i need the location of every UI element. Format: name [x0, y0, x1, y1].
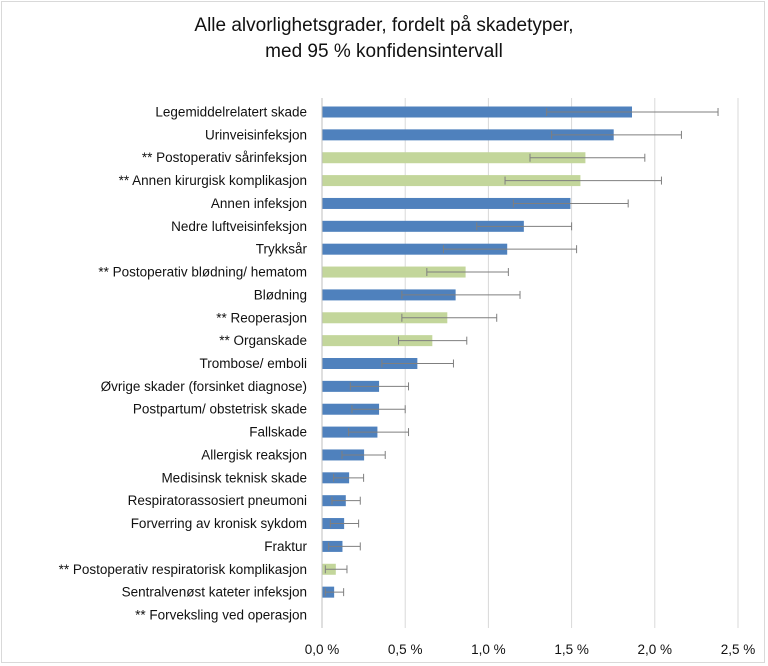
category-label: ** Reoperasjon [216, 310, 307, 325]
bar [322, 152, 586, 164]
bar [322, 106, 633, 118]
category-label: Legemiddelrelatert skade [155, 105, 307, 120]
category-label: Allergisk reaksjon [201, 447, 307, 462]
bar [322, 335, 433, 347]
category-label: Blødning [254, 287, 307, 302]
category-label: Trykksår [256, 242, 308, 257]
x-tick-label: 2,0 % [638, 642, 673, 657]
category-label: ** Postoperativ respiratorisk komplikasj… [59, 562, 307, 577]
chart-title: Alle alvorlighetsgrader, fordelt på skad… [194, 15, 574, 36]
x-tick-label: 2,5 % [721, 642, 756, 657]
category-label: Trombose/ emboli [199, 356, 307, 371]
bar [322, 197, 571, 209]
bar [322, 220, 524, 232]
category-label: ** Forveksling ved operasjon [135, 608, 307, 623]
bar [322, 129, 614, 141]
category-label: Respiratorassosiert pneumoni [128, 493, 307, 508]
category-label: Postpartum/ obstetrisk skade [133, 402, 307, 417]
category-label: ** Postoperativ sårinfeksjon [142, 150, 307, 165]
category-label: Annen infeksjon [211, 196, 307, 211]
category-label: Øvrige skader (forsinket diagnose) [101, 379, 307, 394]
bar [322, 175, 581, 187]
category-label: Urinveisinfeksjon [205, 127, 307, 142]
x-tick-label: 0,0 % [305, 642, 340, 657]
x-tick-label: 1,0 % [471, 642, 506, 657]
bar [322, 358, 418, 369]
category-label: Fallskade [249, 425, 307, 440]
bar [322, 289, 456, 301]
category-label: Medisinsk teknisk skade [161, 470, 307, 485]
x-tick-label: 0,5 % [388, 642, 423, 657]
bar [322, 403, 380, 415]
bar [322, 312, 448, 324]
category-label: Forverring av kronisk sykdom [131, 516, 307, 531]
category-label: Fraktur [264, 539, 307, 554]
category-label: ** Annen kirurgisk komplikasjon [119, 173, 307, 188]
x-tick-label: 1,5 % [554, 642, 589, 657]
chart-subtitle: med 95 % konfidensintervall [265, 41, 503, 62]
bar [322, 266, 466, 278]
category-label: ** Organskade [219, 333, 307, 348]
category-label: Sentralvenøst kateter infeksjon [122, 585, 307, 600]
category-label: ** Postoperativ blødning/ hematom [98, 265, 307, 280]
category-label: Nedre luftveisinfeksjon [171, 219, 307, 234]
bar [322, 243, 508, 255]
